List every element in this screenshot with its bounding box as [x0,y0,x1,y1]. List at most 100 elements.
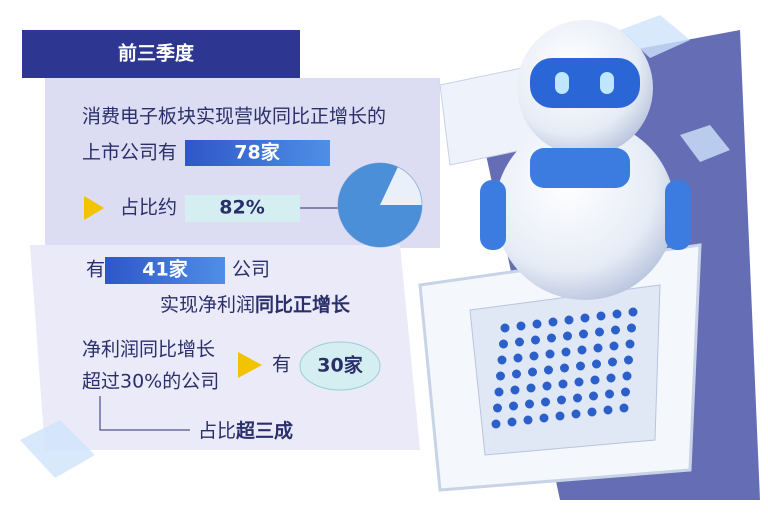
chip-dot [526,383,536,393]
panel-2 [30,245,420,450]
chip-dot [529,351,539,361]
chip-dot [587,407,597,417]
chip-dot [523,415,533,425]
chip-dot [577,345,587,355]
chip-dot [622,371,632,381]
robot-arm [480,180,506,250]
chip-dot [563,331,572,341]
chip-dot [512,369,521,379]
title: 前三季度 [118,42,195,65]
arrow [238,352,262,378]
chip-dot [499,339,508,349]
chip-dot [494,387,504,397]
highlight-box [185,195,300,222]
answer: 30家 [317,354,363,377]
chip-dot [515,337,524,347]
chip-dot [590,375,600,385]
text: 有 [86,259,105,281]
chip-dot [555,411,565,421]
count: 41家 [142,258,188,281]
chip-dot [624,355,633,365]
chip-dot [513,353,523,363]
chip-dot [574,377,584,387]
highlight-box [185,140,330,166]
chip-dot [542,381,552,391]
chip-dot [548,317,558,327]
chip-dot [596,311,606,321]
chip-dot [593,343,603,353]
text: 占比超三成 [198,419,293,442]
text: 占比 [198,420,236,442]
chip-dots [491,307,638,429]
text: 超过30%的公司 [82,371,219,393]
text: 占比约 [120,197,177,219]
chip-dot [545,349,555,359]
chip-dot [628,307,638,317]
count: 78家 [234,141,280,164]
chip-dot [571,409,581,419]
text: 消费电子板块实现营收同比正增长的 [82,106,386,128]
text-bold: 同比正增长 [255,293,351,316]
chip-dot [579,329,588,339]
share: 82% [219,197,264,219]
chip-dot [564,315,574,325]
cube [680,125,730,162]
chip-dot [576,361,585,371]
chip-dot [603,405,613,415]
highlight-box [105,257,225,284]
chip-dot [557,395,566,405]
title-banner [22,30,300,78]
highlight-box [299,341,381,391]
chip-dot [532,319,542,329]
connector [99,396,190,431]
robot-visor [530,58,640,108]
text-bold: 超三成 [235,419,293,442]
chip-dot [500,323,510,333]
chip-dot [544,365,553,375]
chip-dot [541,397,550,407]
text: 实现净利润 [160,294,255,316]
cube [620,15,690,58]
chip-dot [558,379,568,389]
chip-dot [573,393,582,403]
chip-dot [507,417,517,427]
chip-dot [605,389,614,399]
cube [20,420,95,478]
chip-dot [609,341,619,351]
text: 公司 [232,259,270,281]
arrow [84,196,104,220]
chip-dot [491,419,501,429]
chip-dot [592,359,601,369]
chip-dot [496,371,505,381]
chip-dot [627,323,636,333]
chip-dot [547,333,556,343]
chip-dot [611,325,620,335]
chip-dot [608,357,617,367]
chip-dot [516,321,526,331]
chip-dot [625,339,635,349]
text: 上市公司有 [82,142,177,164]
chip-dot [531,335,540,345]
robot-eye [555,72,569,94]
chip-dot [528,367,537,377]
chip-dot [589,391,598,401]
chip-dot [612,309,622,319]
chip-dot [525,399,534,409]
pie-slice [338,163,422,248]
chip-dot [510,385,520,395]
chip-dot [509,401,518,411]
chip-dot [493,403,502,413]
chip-dot [497,355,507,365]
robot-chest [530,148,630,188]
chip-dot [561,347,571,357]
chip-dot [560,363,569,373]
text: 有 [272,354,291,376]
text: 实现净利润同比正增长 [160,293,351,316]
chip-dot [621,387,630,397]
chip-dot [580,313,590,323]
robot-arm [665,180,691,250]
robot-eye [600,72,614,94]
chip-dot [539,413,549,423]
chip-dot [606,373,616,383]
text: 净利润同比增长 [82,339,215,361]
